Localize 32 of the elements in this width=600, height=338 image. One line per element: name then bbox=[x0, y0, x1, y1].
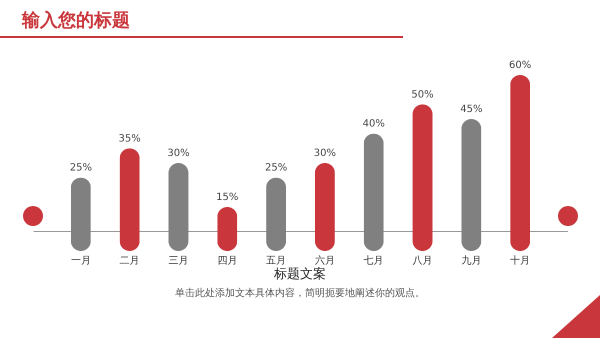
x-tick-label: 九月 bbox=[461, 254, 482, 266]
data-label: 30% bbox=[314, 148, 336, 159]
text: 标题文案 bbox=[273, 266, 327, 283]
text: 单击此处添加文本具体内容，简明扼要地阐述你的观点。 bbox=[174, 286, 426, 300]
x-tick-label: 二月 bbox=[120, 256, 140, 266]
bar bbox=[510, 75, 530, 251]
bar bbox=[461, 119, 482, 251]
x-tick-label: 十月 bbox=[510, 254, 530, 266]
data-label: 50% bbox=[411, 89, 434, 100]
bar bbox=[120, 148, 140, 251]
x-tick-label: 七月 bbox=[364, 254, 384, 266]
data-label: 60% bbox=[509, 60, 532, 71]
chart-title: 输入您的标题 bbox=[22, 9, 130, 32]
data-label: 45% bbox=[460, 104, 482, 115]
bar bbox=[70, 178, 91, 251]
data-label: 15% bbox=[216, 192, 238, 203]
bar bbox=[364, 134, 384, 251]
data-label: 25% bbox=[264, 162, 288, 174]
bar bbox=[314, 163, 335, 251]
data-label: 35% bbox=[118, 133, 141, 144]
x-tick-label: 八月 bbox=[412, 256, 433, 266]
bar bbox=[412, 104, 433, 251]
data-label: 30% bbox=[167, 148, 190, 159]
data-label: 25% bbox=[70, 162, 92, 174]
x-tick-label: 一月 bbox=[70, 256, 91, 266]
bar bbox=[168, 163, 188, 251]
x-tick-label: 六月 bbox=[314, 254, 335, 266]
data-label: 40% bbox=[362, 118, 385, 130]
x-tick-label: 五月 bbox=[266, 256, 286, 266]
bar bbox=[266, 178, 286, 251]
x-tick-label: 三月 bbox=[168, 256, 188, 266]
x-tick-label: 四月 bbox=[217, 256, 238, 266]
